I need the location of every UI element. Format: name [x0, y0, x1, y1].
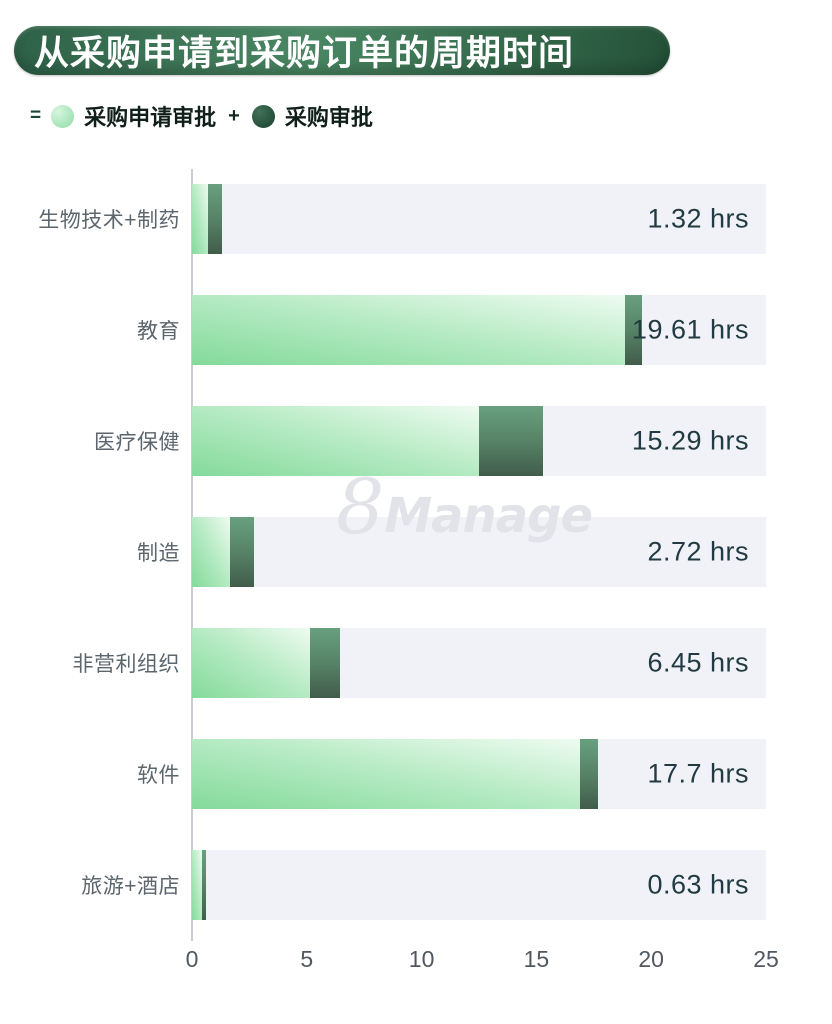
legend-label-purchase-approval: 采购审批 [284, 105, 373, 130]
x-tick-label: 15 [523, 946, 550, 972]
category-label: 制造 [137, 541, 180, 565]
bar-segment-purchase-approval[interactable] [229, 516, 255, 587]
bar-segment-requisition-approval[interactable] [192, 183, 209, 254]
bar-track: 17.7 hrs [192, 738, 766, 809]
x-tick-label: 25 [753, 946, 779, 972]
x-tick-label: 0 [185, 946, 199, 972]
bar-segment-purchase-approval[interactable] [580, 738, 599, 809]
legend-label-requisition-approval: 采购申请审批 [84, 105, 217, 130]
value-label: 6.45 hrs [647, 647, 749, 677]
bar-row: 旅游+酒店 0.63 hrs [0, 829, 766, 940]
bar-segment-purchase-approval[interactable] [624, 294, 643, 365]
legend-plus-sign: + [228, 104, 240, 127]
value-label: 1.32 hrs [647, 203, 749, 233]
bar-row: 软件 17.7 hrs [0, 718, 766, 829]
value-label: 17.7 hrs [647, 758, 749, 788]
x-tick-label: 10 [408, 946, 435, 972]
category-label: 旅游+酒店 [81, 874, 180, 898]
x-tick-label: 5 [300, 946, 314, 972]
bar-segment-purchase-approval[interactable] [310, 627, 341, 698]
bar-segment-requisition-approval[interactable] [192, 849, 203, 920]
bar-track: 0.63 hrs [192, 849, 766, 920]
x-tick-label: 20 [638, 946, 664, 972]
bar-row: 教育 19.61 hrs [0, 274, 766, 385]
bar-segment-requisition-approval[interactable] [192, 738, 581, 809]
bar-track: 2.72 hrs [192, 516, 766, 587]
bar-track: 19.61 hrs [192, 294, 766, 365]
bar-rows: 生物技术+制药 1.32 hrs 教育 19.61 hrs 医疗保健 15.29… [0, 163, 766, 940]
bar-segment-requisition-approval[interactable] [192, 294, 625, 365]
bar-segment-requisition-approval[interactable] [192, 405, 479, 476]
value-label: 15.29 hrs [631, 425, 749, 455]
category-label: 软件 [137, 763, 180, 787]
bar-track: 1.32 hrs [192, 183, 766, 254]
chart-title-banner: 从采购申请到采购订单的周期时间 [14, 26, 670, 75]
bar-segment-purchase-approval[interactable] [479, 405, 544, 476]
legend-equals-sign: = [30, 105, 42, 126]
bar-track: 6.45 hrs [192, 627, 766, 698]
x-axis-ticks: 0 5 10 15 20 25 [0, 946, 779, 978]
bar-segment-requisition-approval[interactable] [192, 627, 311, 698]
bar-segment-purchase-approval[interactable] [208, 183, 223, 254]
category-label: 生物技术+制药 [38, 208, 180, 232]
category-label: 医疗保健 [94, 430, 180, 454]
category-label: 非营利组织 [72, 652, 180, 676]
legend: = 采购申请审批 + 采购审批 [30, 98, 373, 134]
bar-row: 制造 2.72 hrs [0, 496, 766, 607]
bar-segment-requisition-approval[interactable] [192, 516, 230, 587]
value-label: 0.63 hrs [647, 869, 749, 899]
bar-chart: 生物技术+制药 1.32 hrs 教育 19.61 hrs 医疗保健 15.29… [0, 163, 779, 978]
legend-swatch-dark-green-icon [251, 104, 275, 128]
category-label: 教育 [137, 319, 180, 343]
bar-track: 15.29 hrs [192, 405, 766, 476]
value-label: 19.61 hrs [631, 314, 749, 344]
page-title: 从采购申请到采购订单的周期时间 [34, 34, 575, 73]
bar-row: 非营利组织 6.45 hrs [0, 607, 766, 718]
bar-row: 医疗保健 15.29 hrs [0, 385, 766, 496]
value-label: 2.72 hrs [647, 536, 749, 566]
bar-row: 生物技术+制药 1.32 hrs [0, 163, 766, 274]
bar-segment-purchase-approval[interactable] [202, 849, 207, 920]
legend-swatch-light-green-icon [51, 104, 75, 128]
